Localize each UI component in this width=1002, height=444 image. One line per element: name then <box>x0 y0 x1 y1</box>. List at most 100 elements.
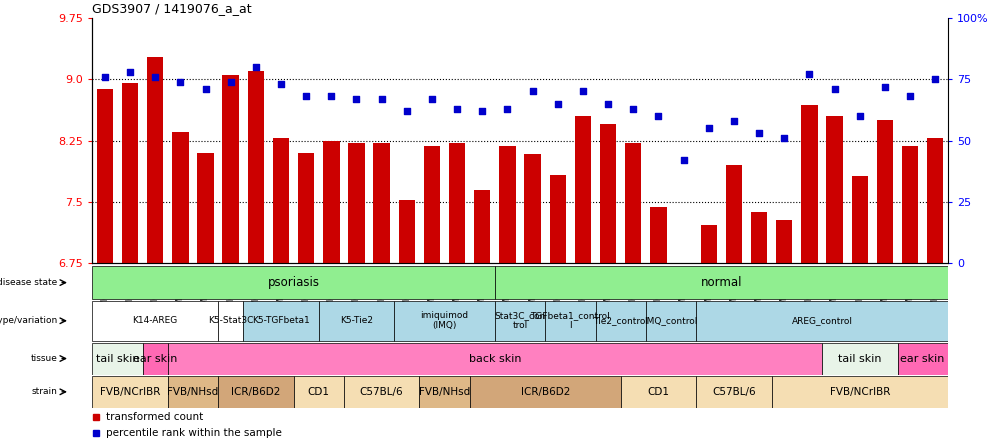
Text: imiquimod
(IMQ): imiquimod (IMQ) <box>420 311 468 330</box>
Text: strain: strain <box>32 387 57 396</box>
Point <box>122 68 138 75</box>
Point <box>599 100 615 107</box>
Bar <box>801 105 817 263</box>
Bar <box>695 376 771 408</box>
Point <box>424 95 440 102</box>
Point <box>876 83 892 90</box>
Point <box>474 107 490 115</box>
Bar <box>469 376 620 408</box>
Bar <box>901 146 918 263</box>
Text: AREG_control: AREG_control <box>791 316 852 325</box>
Bar <box>620 376 695 408</box>
Bar <box>167 343 822 375</box>
Bar <box>926 138 943 263</box>
Text: CD1: CD1 <box>308 387 330 397</box>
Bar <box>574 116 590 263</box>
Bar <box>494 266 947 299</box>
Bar <box>92 301 217 341</box>
Point <box>826 85 842 92</box>
Bar <box>549 175 565 263</box>
Bar <box>96 89 113 263</box>
Point <box>801 71 817 78</box>
Bar <box>545 301 595 341</box>
Bar <box>92 343 142 375</box>
Text: tail skin: tail skin <box>838 353 881 364</box>
Bar <box>449 143 465 263</box>
Bar <box>771 376 947 408</box>
Point <box>524 88 540 95</box>
Bar <box>121 83 138 263</box>
Text: disease state: disease state <box>0 278 57 287</box>
Bar <box>323 141 339 263</box>
Bar <box>595 301 645 341</box>
Bar <box>147 57 163 263</box>
Bar <box>344 376 419 408</box>
Text: psoriasis: psoriasis <box>268 276 320 289</box>
Bar <box>172 132 188 263</box>
Bar <box>645 301 695 341</box>
Bar <box>419 376 469 408</box>
Point <box>624 105 640 112</box>
Point <box>298 93 314 100</box>
Bar <box>398 200 415 263</box>
Text: tail skin: tail skin <box>95 353 139 364</box>
Bar <box>474 190 490 263</box>
Point <box>776 135 792 142</box>
Point <box>197 85 213 92</box>
Point <box>449 105 465 112</box>
Bar <box>197 153 213 263</box>
Bar <box>695 301 947 341</box>
Text: Tie2_control: Tie2_control <box>592 316 647 325</box>
Text: GDS3907 / 1419076_a_at: GDS3907 / 1419076_a_at <box>92 2 252 15</box>
Bar <box>243 301 319 341</box>
Point <box>172 78 188 85</box>
Bar <box>394 301 494 341</box>
Point <box>147 73 163 80</box>
Bar <box>725 165 741 263</box>
Bar <box>674 263 691 274</box>
Bar <box>92 266 494 299</box>
Point <box>323 93 339 100</box>
Text: K5-Stat3C: K5-Stat3C <box>207 316 254 325</box>
Bar <box>222 75 238 263</box>
Text: IMQ_control: IMQ_control <box>643 316 697 325</box>
Text: normal: normal <box>700 276 741 289</box>
Bar <box>826 116 842 263</box>
Text: tissue: tissue <box>31 354 57 363</box>
Text: C57BL/6: C57BL/6 <box>360 387 403 397</box>
Text: ear skin: ear skin <box>900 353 944 364</box>
Bar <box>294 376 344 408</box>
Point <box>348 95 364 102</box>
Bar <box>776 220 792 263</box>
Bar <box>750 212 767 263</box>
Bar <box>217 301 243 341</box>
Bar <box>524 155 540 263</box>
Point <box>675 157 691 164</box>
Point <box>851 112 867 119</box>
Bar <box>217 376 294 408</box>
Text: transformed count: transformed count <box>106 412 203 422</box>
Point <box>700 125 716 132</box>
Text: CD1: CD1 <box>647 387 668 397</box>
Text: genotype/variation: genotype/variation <box>0 316 57 325</box>
Bar <box>319 301 394 341</box>
Bar <box>897 343 947 375</box>
Bar <box>92 376 167 408</box>
Bar <box>273 138 289 263</box>
Text: FVB/NHsd: FVB/NHsd <box>419 387 470 397</box>
Point <box>549 100 565 107</box>
Bar <box>142 343 167 375</box>
Text: ICR/B6D2: ICR/B6D2 <box>520 387 569 397</box>
Bar <box>822 343 897 375</box>
Bar <box>494 301 545 341</box>
Text: FVB/NCrIBR: FVB/NCrIBR <box>100 387 160 397</box>
Bar <box>624 143 641 263</box>
Text: back skin: back skin <box>468 353 521 364</box>
Bar <box>499 146 515 263</box>
Point <box>399 107 415 115</box>
Text: Stat3C_con
trol: Stat3C_con trol <box>494 311 545 330</box>
Bar <box>298 153 314 263</box>
Bar <box>700 225 716 263</box>
Text: FVB/NHsd: FVB/NHsd <box>167 387 218 397</box>
Bar <box>247 71 264 263</box>
